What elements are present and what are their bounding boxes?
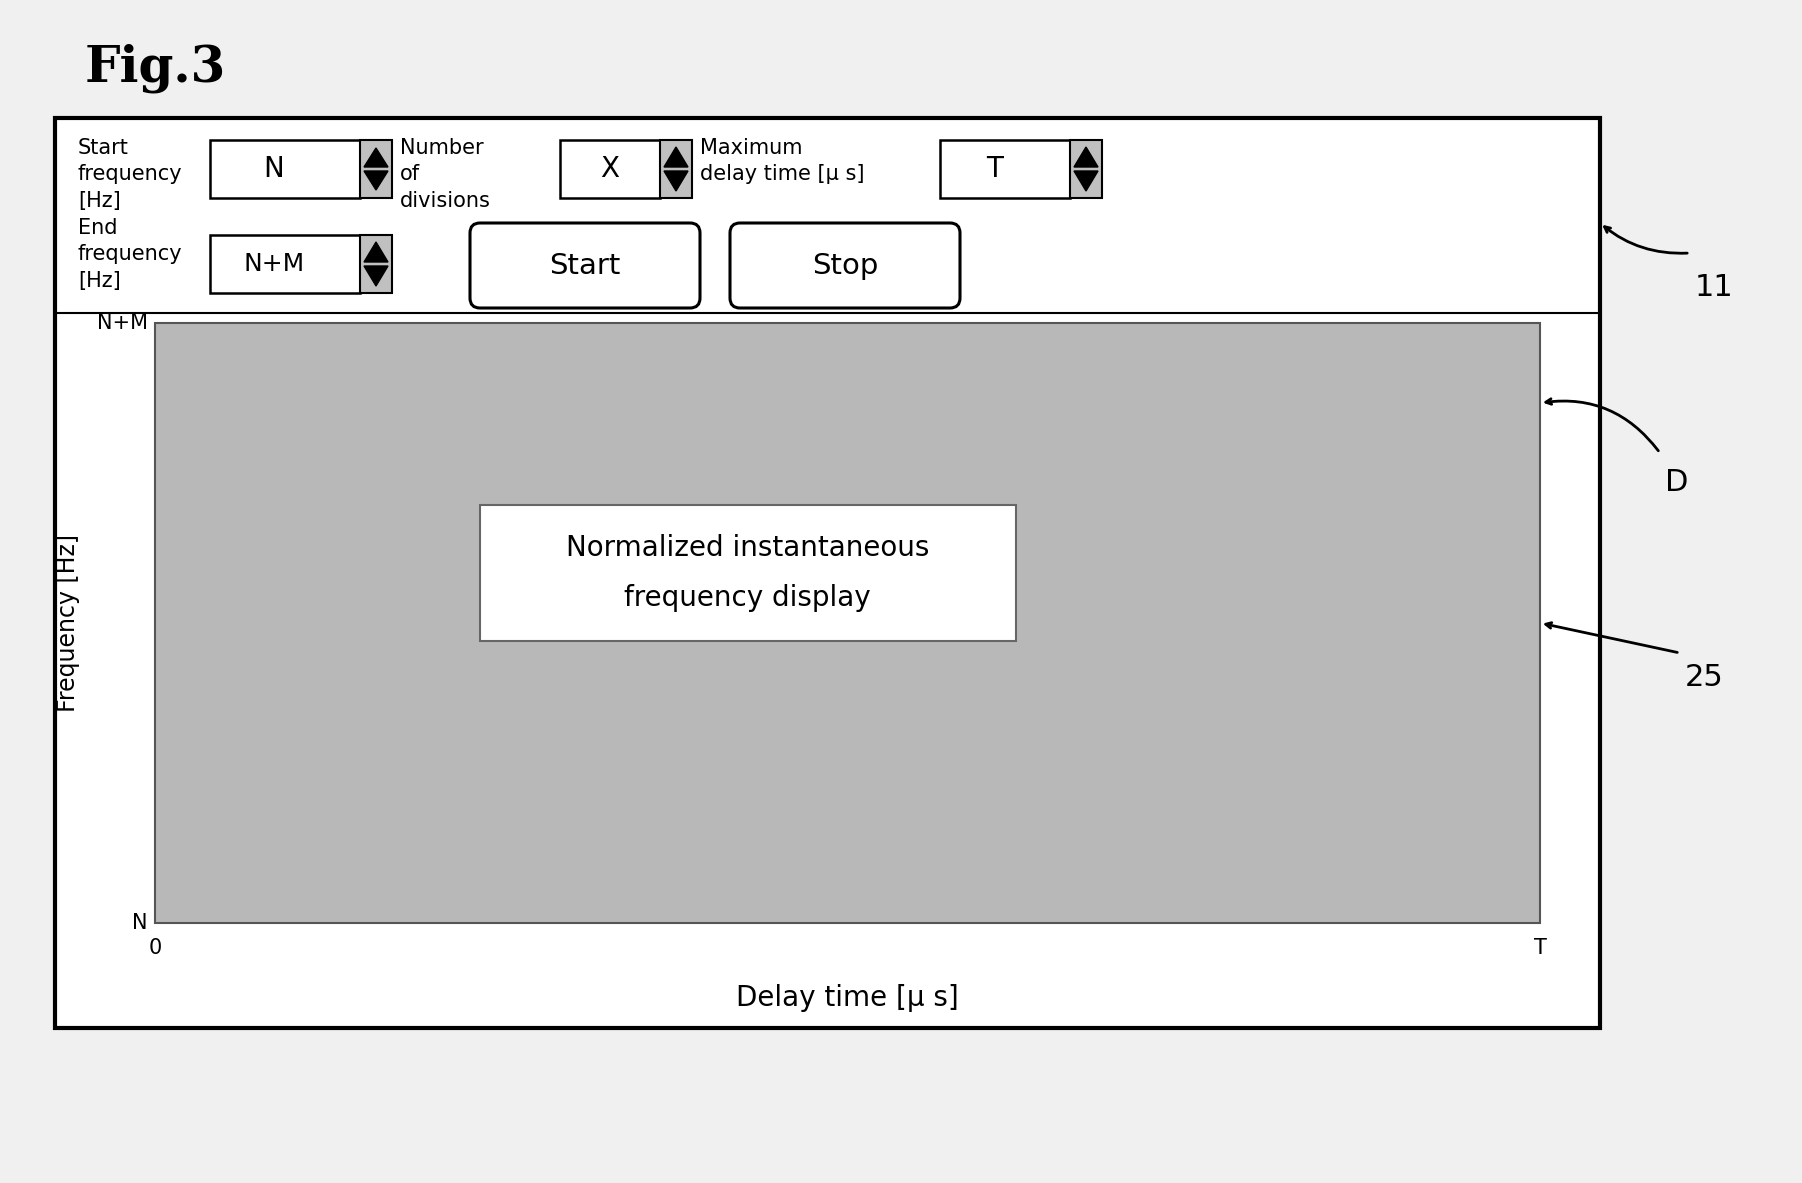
Text: Frequency [Hz]: Frequency [Hz] [56,534,79,712]
Text: Delay time [μ s]: Delay time [μ s] [737,984,959,1011]
Text: N: N [263,155,285,183]
Text: Fig.3: Fig.3 [85,43,227,92]
Text: Normalized instantaneous: Normalized instantaneous [566,534,930,562]
Text: Start
frequency
[Hz]: Start frequency [Hz] [77,138,182,211]
Text: Number
of
divisions: Number of divisions [400,138,490,211]
Text: 11: 11 [1696,273,1734,302]
Text: N+M: N+M [97,313,148,332]
Bar [211,235,360,293]
FancyBboxPatch shape [470,224,699,308]
Text: D: D [1665,468,1688,497]
Polygon shape [364,172,387,190]
Text: 25: 25 [1685,662,1725,692]
Bar [360,140,393,198]
Text: T: T [986,155,1004,183]
Text: Stop: Stop [813,252,878,280]
Text: N: N [133,913,148,933]
FancyBboxPatch shape [56,118,1600,1028]
Text: Start: Start [550,252,620,280]
Text: Maximum
delay time [μ s]: Maximum delay time [μ s] [699,138,865,185]
Polygon shape [663,147,688,167]
Bar [560,140,660,198]
Polygon shape [663,172,688,190]
Text: frequency display: frequency display [623,584,870,612]
Bar [155,323,1541,923]
Bar [941,140,1070,198]
Polygon shape [364,266,387,286]
Text: End
frequency
[Hz]: End frequency [Hz] [77,218,182,291]
Text: T: T [1534,938,1546,958]
Polygon shape [364,243,387,261]
Text: N+M: N+M [243,252,305,276]
Polygon shape [1074,147,1097,167]
Polygon shape [1074,172,1097,190]
Bar [1070,140,1103,198]
Bar [360,235,393,293]
Text: 0: 0 [148,938,162,958]
Text: X: X [600,155,620,183]
Bar [211,140,360,198]
Bar [660,140,692,198]
Polygon shape [364,148,387,167]
FancyBboxPatch shape [730,224,960,308]
FancyBboxPatch shape [479,505,1016,641]
